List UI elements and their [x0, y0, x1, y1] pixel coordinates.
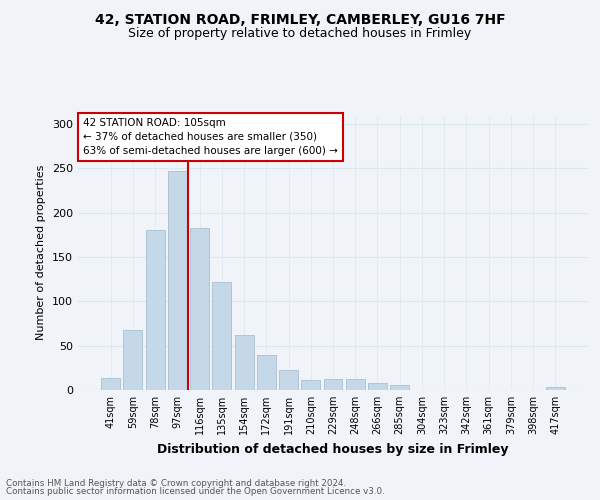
Bar	[101, 378, 120, 390]
Bar	[190, 228, 209, 390]
Text: Size of property relative to detached houses in Frimley: Size of property relative to detached ho…	[128, 28, 472, 40]
Bar	[301, 380, 320, 390]
Bar	[235, 335, 254, 390]
Bar	[212, 282, 231, 390]
X-axis label: Distribution of detached houses by size in Frimley: Distribution of detached houses by size …	[157, 442, 509, 456]
Text: 42, STATION ROAD, FRIMLEY, CAMBERLEY, GU16 7HF: 42, STATION ROAD, FRIMLEY, CAMBERLEY, GU…	[95, 12, 505, 26]
Bar	[124, 330, 142, 390]
Bar	[279, 370, 298, 390]
Bar	[257, 354, 276, 390]
Text: 42 STATION ROAD: 105sqm
← 37% of detached houses are smaller (350)
63% of semi-d: 42 STATION ROAD: 105sqm ← 37% of detache…	[83, 118, 338, 156]
Bar	[346, 380, 365, 390]
Text: Contains HM Land Registry data © Crown copyright and database right 2024.: Contains HM Land Registry data © Crown c…	[6, 478, 346, 488]
Text: Contains public sector information licensed under the Open Government Licence v3: Contains public sector information licen…	[6, 487, 385, 496]
Y-axis label: Number of detached properties: Number of detached properties	[37, 165, 46, 340]
Bar	[368, 383, 387, 390]
Bar	[323, 380, 343, 390]
Bar	[390, 384, 409, 390]
Bar	[546, 388, 565, 390]
Bar	[146, 230, 164, 390]
Bar	[168, 171, 187, 390]
